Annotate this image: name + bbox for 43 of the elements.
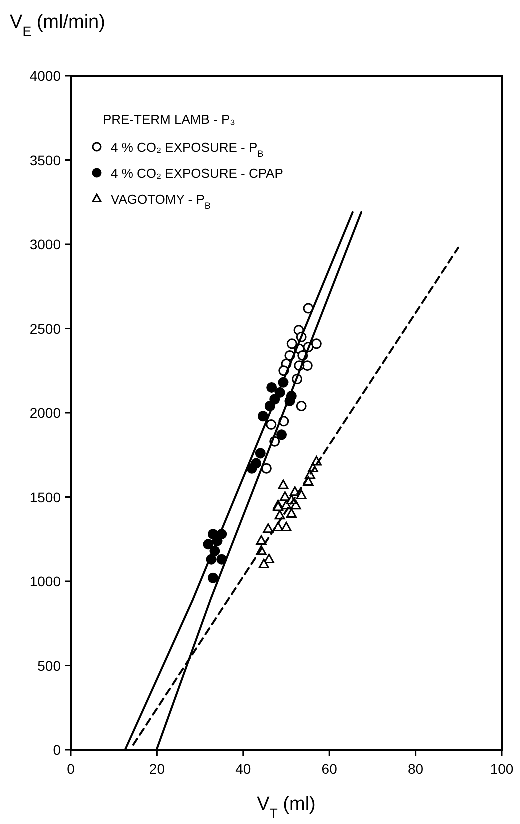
legend-label: 4 % CO₂ EXPOSURE - CPAP xyxy=(111,166,284,181)
point xyxy=(286,508,297,518)
y-tick-label: 1500 xyxy=(30,489,62,506)
y-tick-label: 2500 xyxy=(30,320,62,337)
y-tick-label: 0 xyxy=(53,742,62,758)
point xyxy=(203,539,214,550)
point xyxy=(296,490,307,500)
point xyxy=(258,558,270,569)
point xyxy=(256,535,267,545)
x-tick-label: 0 xyxy=(67,761,76,777)
y-tick-label: 500 xyxy=(38,658,62,674)
x-tick-label: 20 xyxy=(149,761,166,777)
x-tick-label: 100 xyxy=(490,761,514,777)
point xyxy=(266,382,278,393)
y-tick-label: 2000 xyxy=(30,405,62,421)
point xyxy=(286,338,298,350)
legend-title: PRE-TERM LAMB - P₃ xyxy=(103,112,236,127)
point xyxy=(251,458,262,469)
point xyxy=(273,502,284,512)
point xyxy=(280,492,290,502)
y-tick-label: 3000 xyxy=(30,236,62,252)
x-axis-title: V$_{T}$ (ml) xyxy=(257,794,316,820)
y-tick-label: 3500 xyxy=(30,152,62,168)
point xyxy=(255,448,266,459)
point xyxy=(281,522,292,532)
point xyxy=(266,420,277,430)
legend-label: 4 % CO₂ EXPOSURE - P$_{B}$ xyxy=(111,140,264,159)
point xyxy=(208,572,218,584)
point xyxy=(278,480,289,490)
point xyxy=(296,401,307,412)
point xyxy=(264,554,275,564)
x-tick-label: 80 xyxy=(408,761,424,777)
y-tick-label: 4000 xyxy=(30,68,62,84)
legend-label: VAGOTOMY - P$_{B}$ xyxy=(111,192,211,211)
x-tick-label: 40 xyxy=(236,761,252,777)
point xyxy=(311,338,322,350)
point xyxy=(258,411,268,422)
x-tick-label: 60 xyxy=(322,761,338,777)
point xyxy=(263,524,274,534)
y-axis-title: V$_{E}$ (ml/min) xyxy=(10,12,106,38)
point xyxy=(261,463,272,474)
y-tick-label: 1000 xyxy=(30,574,62,590)
point xyxy=(276,430,288,440)
